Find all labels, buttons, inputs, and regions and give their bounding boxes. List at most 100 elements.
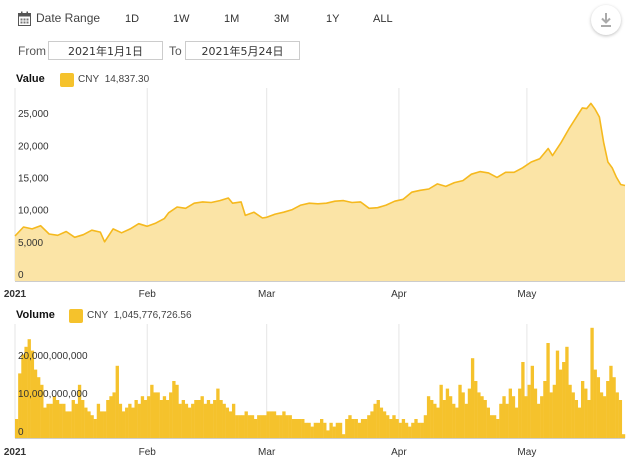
value-legend-swatch (60, 73, 74, 87)
volume-bar (310, 426, 314, 438)
volume-bar (52, 396, 57, 438)
volume-bar (81, 400, 85, 438)
range-button-1d[interactable]: 1D (125, 13, 140, 25)
volume-x-tick-label: May (517, 447, 536, 458)
value-series-line (14, 102, 626, 243)
volume-bar (43, 407, 47, 438)
volume-bar (533, 388, 538, 438)
volume-bar (140, 396, 145, 438)
volume-bar (106, 400, 110, 438)
range-button-1m[interactable]: 1M (224, 13, 240, 25)
volume-bar (228, 411, 233, 438)
volume-bar (618, 400, 623, 438)
volume-bar (128, 403, 132, 438)
volume-bar (253, 419, 258, 438)
volume-bar (348, 415, 352, 438)
volume-bar (62, 403, 66, 438)
volume-bar (74, 403, 79, 438)
volume-bar (367, 415, 371, 438)
value-y-tick-label: 15,000 (18, 174, 49, 185)
volume-bar (175, 384, 179, 438)
volume-bar (540, 396, 544, 438)
volume-bar (285, 415, 289, 438)
value-series-name: CNY (78, 74, 100, 85)
volume-bar (536, 403, 541, 438)
range-button-1y[interactable]: 1Y (326, 13, 340, 25)
volume-bar (436, 407, 440, 438)
volume-bar (87, 411, 91, 438)
volume-bar (137, 403, 141, 438)
volume-bar (125, 407, 129, 438)
volume-bar (502, 396, 506, 438)
volume-bar (84, 407, 88, 438)
volume-bar (187, 407, 192, 438)
volume-bar (269, 411, 274, 438)
volume-bar (225, 407, 230, 438)
volume-bar (455, 407, 459, 438)
download-button[interactable] (591, 5, 621, 35)
volume-bar (505, 403, 509, 438)
volume-bar (118, 403, 123, 438)
volume-bar (492, 415, 497, 438)
volume-legend: Volume CNY 1,045,776,726.56 (16, 309, 316, 323)
volume-bar (552, 384, 557, 438)
value-x-tick-label: Apr (391, 289, 407, 300)
volume-bar (153, 392, 157, 438)
volume-bar (543, 381, 547, 438)
volume-bar (386, 415, 390, 438)
from-date-input[interactable] (48, 41, 163, 60)
volume-x-tick-label: 2021 (4, 447, 27, 458)
volume-current: 1,045,776,726.56 (113, 310, 192, 321)
volume-bar (313, 422, 318, 438)
volume-bar (30, 350, 35, 438)
volume-bar (464, 403, 468, 438)
volume-bar (549, 392, 553, 438)
volume-bar (602, 396, 607, 438)
volume-bar (461, 392, 465, 438)
volume-bar (392, 415, 396, 438)
to-date-input[interactable] (185, 41, 300, 60)
volume-bar (414, 419, 418, 438)
volume-bar (558, 369, 563, 438)
volume-bar (609, 365, 613, 438)
volume-bar (162, 396, 167, 438)
date-range-row: From To (0, 40, 640, 62)
volume-bar (332, 426, 336, 438)
toolbar: Date Range 1D 1W 1M 3M 1Y ALL (0, 0, 640, 40)
volume-bar (470, 358, 475, 438)
volume-bar (206, 400, 211, 438)
volume-bar (216, 388, 220, 438)
volume-bar (527, 384, 531, 438)
volume-bar (590, 327, 594, 438)
volume-bar (33, 369, 38, 438)
download-icon (601, 13, 611, 27)
volume-bar (357, 422, 362, 438)
range-button-3m[interactable]: 3M (274, 13, 290, 25)
volume-bar (21, 354, 25, 438)
volume-bar (68, 411, 72, 438)
volume-bar (499, 403, 503, 438)
volume-bar (555, 350, 560, 438)
volume-bar (426, 396, 431, 438)
volume-bar (489, 415, 494, 438)
volume-bar (587, 400, 591, 438)
volume-bar (241, 415, 245, 438)
volume-bar (370, 411, 374, 438)
range-button-all[interactable]: ALL (373, 13, 393, 25)
volume-bar (577, 407, 582, 438)
volume-bar (580, 381, 585, 438)
volume-bar (345, 419, 349, 438)
volume-bar (294, 419, 299, 438)
volume-legend-swatch (69, 309, 83, 323)
volume-bar (194, 400, 198, 438)
volume-bar (562, 362, 566, 438)
range-button-1w[interactable]: 1W (173, 13, 190, 25)
volume-bar (596, 377, 601, 438)
volume-bar (483, 400, 487, 438)
volume-bar (222, 403, 226, 438)
volume-bar (599, 392, 604, 438)
volume-bar (307, 422, 311, 438)
volume-bar (93, 419, 97, 438)
volume-bar (297, 419, 302, 438)
